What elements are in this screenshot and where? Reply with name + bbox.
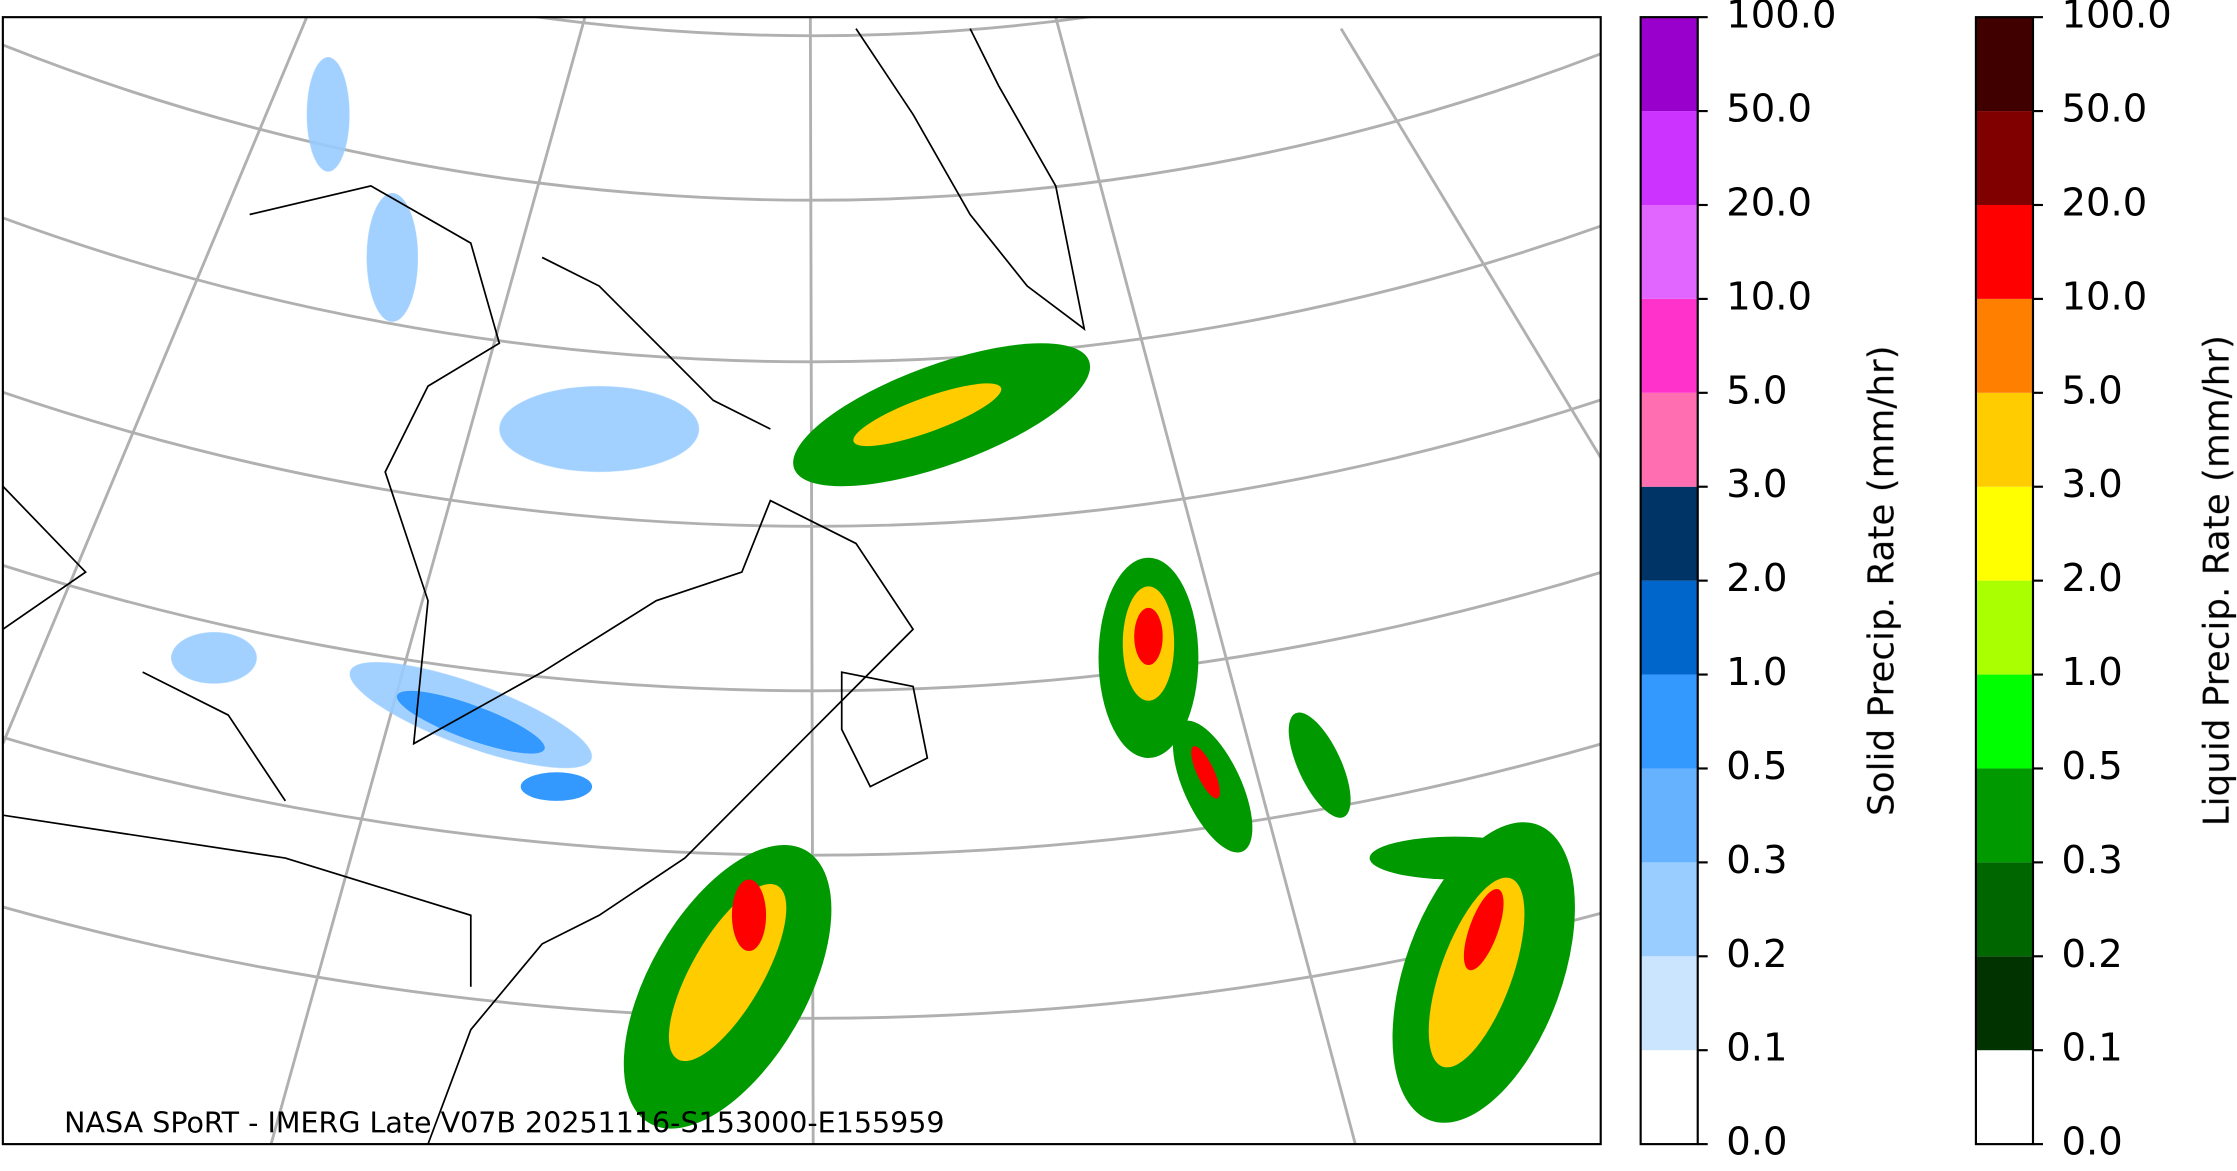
colorbar-tick-label: 2.0 [1726,556,1787,601]
colorbar-segment [1640,111,1698,205]
colorbar-segment [1640,17,1698,112]
coastlines [2,28,1086,1145]
meridian [1339,27,1601,459]
parallel [2,215,1601,363]
colorbar-segment [1975,956,2033,1051]
colorbar-segment [1975,392,2033,487]
colorbar-segment [1640,862,1698,957]
colorbar-segment [1975,862,2033,957]
parallel [2,390,1601,527]
colorbar-tick-label: 1.0 [2062,650,2123,695]
colorbar-segment [1975,111,2033,205]
colorbar-tick-label: 0.2 [2062,932,2123,977]
colorbar-tick-label: 2.0 [2062,556,2123,601]
colorbar-tick-label: 0.5 [1726,744,1787,789]
meridian [1054,17,1357,1145]
colorbar-segment [1975,204,2033,299]
colorbar-segment [1975,768,2033,863]
colorbar-segment [1640,674,1698,769]
meridian [2,17,309,745]
colorbar-tick-label: 0.0 [2062,1120,2123,1165]
colorbar-segment [1640,1050,1698,1145]
colorbar-tick-label: 50.0 [1726,87,1812,132]
colorbar-tick-label: 50.0 [2062,87,2148,132]
colorbar-segment [1975,298,2033,393]
colorbar-segment [1640,486,1698,581]
colorbar-segment [1640,768,1698,863]
colorbar-segment [1640,580,1698,675]
colorbar-label: Liquid Precip. Rate (mm/hr) [2196,335,2237,826]
parallel [2,563,1601,692]
colorbar-tick-label: 100.0 [1726,0,1836,38]
parallel [532,17,1094,37]
graticule [2,17,1601,1145]
colorbar-segment [1975,486,2033,581]
colorbar-tick-label: 100.0 [2062,0,2172,38]
precipitation [171,57,1575,1129]
map-frame [1,16,1602,1146]
meridian [269,17,587,1145]
colorbar-segment [1975,17,2033,112]
colorbar-segment [1640,298,1698,393]
colorbar-tick-label: 5.0 [1726,368,1787,413]
colorbar-segment [1640,392,1698,487]
colorbar-tick-label: 0.0 [1726,1120,1787,1165]
colorbar-tick-label: 0.3 [1726,838,1787,883]
colorbar-tick-label: 0.2 [1726,932,1787,977]
colorbar-tick-label: 20.0 [1726,180,1812,225]
colorbar-segment [1975,580,2033,675]
colorbar-segment [1975,1050,2033,1145]
colorbar-tick-label: 10.0 [1726,274,1812,319]
colorbar-tick-label: 3.0 [1726,462,1787,507]
caption: NASA SPoRT - IMERG Late V07B 20251116-S1… [64,1106,944,1140]
colorbar-label: Solid Precip. Rate (mm/hr) [1861,345,1902,816]
parallel [2,734,1601,856]
parallel [2,905,1601,1019]
colorbar-tick-label: 0.3 [2062,838,2123,883]
colorbar-tick-label: 1.0 [1726,650,1787,695]
colorbar-segment [1640,956,1698,1051]
colorbar-tick-label: 5.0 [2062,368,2123,413]
colorbar-segment [1640,204,1698,299]
colorbar-tick-label: 10.0 [2062,274,2148,319]
colorbar-tick-label: 0.5 [2062,744,2123,789]
colorbar-tick-label: 0.1 [1726,1026,1787,1071]
parallel [2,42,1601,201]
colorbar-tick-label: 0.1 [2062,1026,2123,1071]
colorbar-tick-label: 20.0 [2062,180,2148,225]
colorbar-tick-label: 3.0 [2062,462,2123,507]
colorbar-segment [1975,674,2033,769]
